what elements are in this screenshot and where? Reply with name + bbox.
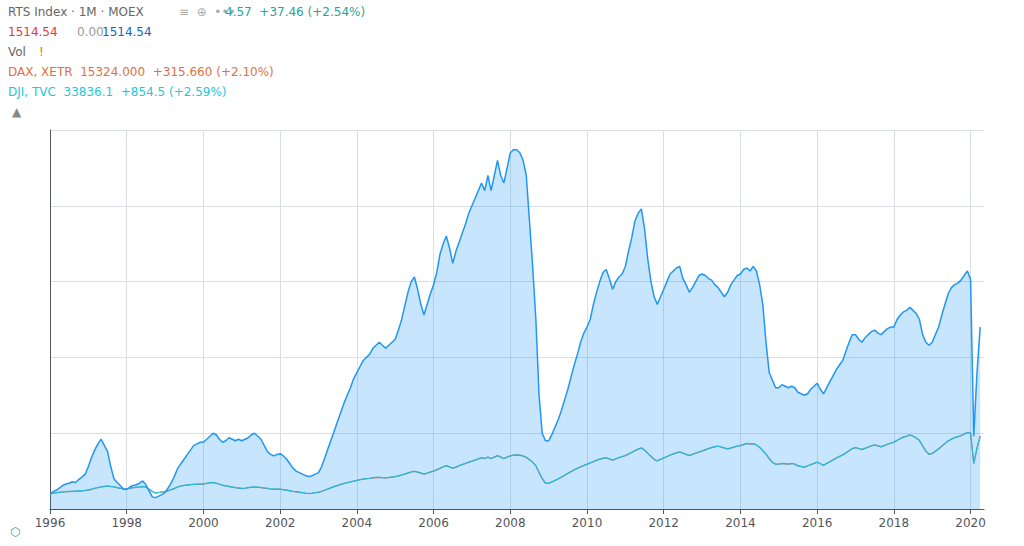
svg-text:2002: 2002 <box>265 516 296 530</box>
svg-text:!: ! <box>39 45 44 59</box>
svg-text:2010: 2010 <box>572 516 603 530</box>
svg-text:2020: 2020 <box>955 516 986 530</box>
svg-text:1996: 1996 <box>35 516 66 530</box>
svg-text:2006: 2006 <box>418 516 449 530</box>
svg-text:0.00: 0.00 <box>77 25 104 39</box>
svg-text:Vol: Vol <box>8 45 26 59</box>
svg-text:2014: 2014 <box>725 516 756 530</box>
svg-text:2004: 2004 <box>342 516 373 530</box>
svg-text:▲: ▲ <box>12 105 22 119</box>
svg-text:2018: 2018 <box>879 516 910 530</box>
svg-text:2008: 2008 <box>495 516 526 530</box>
svg-text:DAX, XETR 15324.000 +315.660: DAX, XETR 15324.000 +315.660 (+2.10%) <box>8 65 274 79</box>
svg-text:2000: 2000 <box>188 516 219 530</box>
svg-text:1998: 1998 <box>111 516 142 530</box>
svg-text:1514.54: 1514.54 <box>8 25 58 39</box>
svg-text:DJI, TVC 33836.1 +854.5 (+2.: DJI, TVC 33836.1 +854.5 (+2.59%) <box>8 85 227 99</box>
svg-text:2016: 2016 <box>802 516 833 530</box>
svg-text:2012: 2012 <box>648 516 679 530</box>
svg-text:⬡: ⬡ <box>10 525 20 539</box>
svg-text:1514.54: 1514.54 <box>102 25 152 39</box>
svg-text:4.57 +37.46 (+2.54%): 4.57 +37.46 (+2.54%) <box>225 5 365 19</box>
svg-text:RTS Index · 1M · MOEX: RTS Index · 1M · MOEX <box>8 5 144 19</box>
